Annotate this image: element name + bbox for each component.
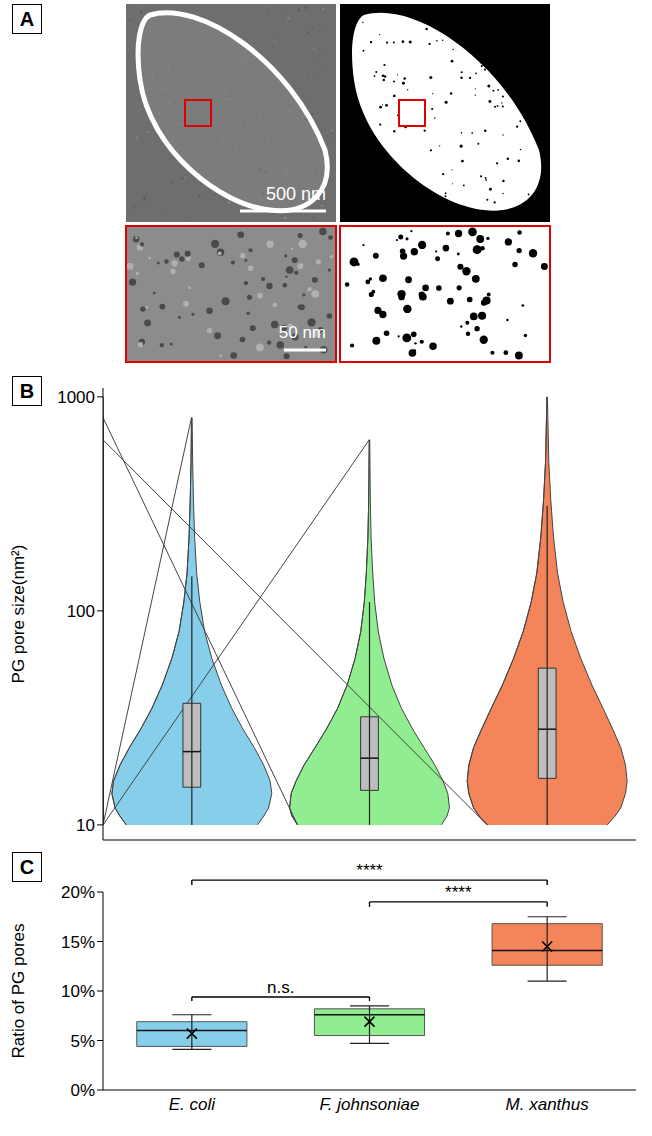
svg-text:1000: 1000 (57, 388, 95, 407)
svg-text:0%: 0% (70, 1081, 95, 1100)
html-text:B: B (19, 379, 35, 402)
svg-text:20%: 20% (61, 883, 95, 902)
svg-text:100: 100 (67, 602, 95, 621)
svg-text:5%: 5% (70, 1032, 95, 1051)
svg-text:****: **** (445, 883, 472, 902)
svg-text:M. xanthus: M. xanthus (506, 1095, 590, 1114)
html-text:A: A (19, 7, 35, 30)
svg-text:10%: 10% (61, 982, 95, 1001)
svg-text:F. johnsoniae: F. johnsoniae (320, 1095, 420, 1114)
svg-text:10: 10 (76, 816, 95, 835)
svg-text:Ratio of PG pores: Ratio of PG pores (9, 923, 28, 1058)
svg-text:PG pore size(nm²): PG pore size(nm²) (9, 545, 28, 684)
svg-text:500 nm: 500 nm (266, 184, 326, 204)
svg-text:****: **** (356, 861, 383, 880)
html-text:C: C (19, 855, 35, 878)
svg-text:15%: 15% (61, 933, 95, 952)
svg-text:50 nm: 50 nm (279, 323, 326, 342)
svg-text:n.s.: n.s. (267, 978, 294, 997)
svg-text:E. coli: E. coli (169, 1095, 217, 1114)
